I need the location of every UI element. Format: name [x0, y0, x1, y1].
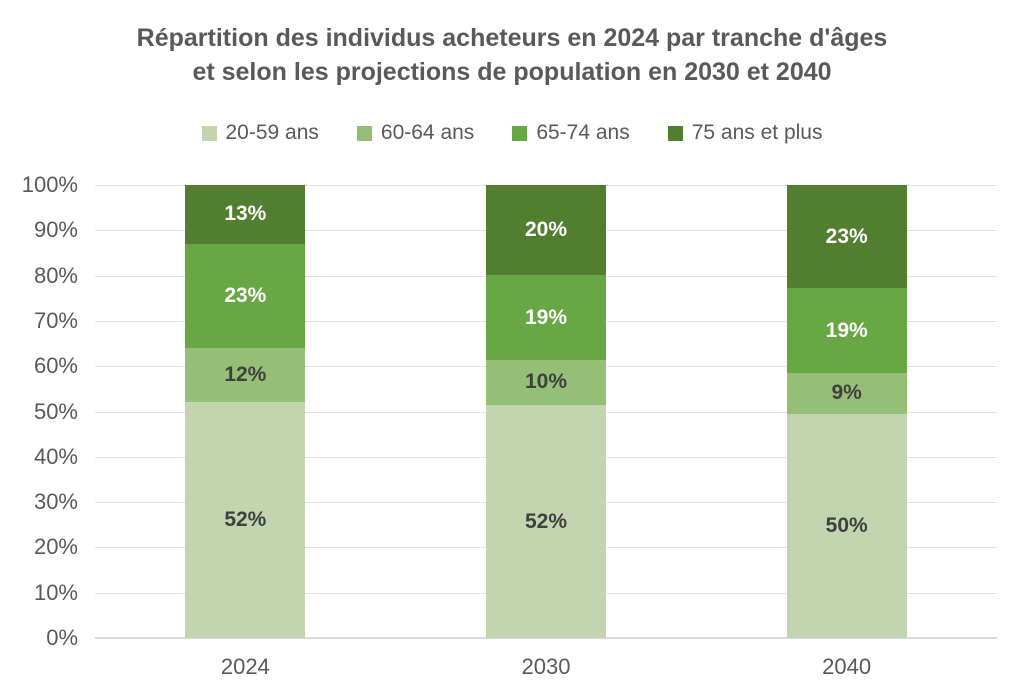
bar-segment-2024-75-ans-et-plus: 13% [185, 185, 306, 244]
bar-segment-2040-20-59-ans: 50% [786, 413, 907, 638]
segment-data-label: 52% [524, 509, 568, 533]
legend-item-1: 20-59 ans [201, 121, 319, 145]
bar-segment-2024-65-74-ans: 23% [185, 243, 306, 349]
y-tick-label: 90% [33, 217, 78, 243]
y-tick-label: 40% [33, 443, 78, 469]
segment-data-label: 13% [224, 202, 267, 225]
legend-label: 20-59 ans [225, 121, 319, 144]
segment-data-label: 50% [825, 513, 868, 537]
bar-segment-2030-20-59-ans: 52% [486, 404, 606, 638]
bar-segment-2040-60-64-ans: 9% [786, 373, 907, 414]
bar-segment-2024-20-59-ans: 52% [185, 402, 306, 638]
legend-label: 65-74 ans [536, 121, 630, 144]
legend: 20-59 ans 60-64 ans 65-74 ans 75 ans et plu… [0, 121, 1024, 145]
bar-segment-2030-60-64-ans: 10% [486, 359, 606, 405]
segment-data-label: 20% [524, 218, 568, 241]
x-tick-label-2040: 2040 [822, 654, 872, 679]
legend-swatch-icon [667, 125, 683, 141]
y-tick-label: 10% [33, 579, 78, 605]
y-tick-label: 80% [33, 262, 78, 288]
legend-label: 60-64 ans [380, 121, 475, 144]
bar-segment-2030-75-ans-et-plus: 20% [486, 185, 606, 275]
segment-data-label: 19% [524, 305, 568, 329]
bar-segment-2030-65-74-ans: 19% [486, 274, 606, 360]
chart-title: Répartition des individus acheteurs en 2… [136, 24, 888, 86]
segment-data-label: 12% [224, 363, 267, 387]
y-tick-label: 60% [33, 353, 78, 379]
legend-label: 75 ans et plus [691, 121, 823, 144]
legend-swatch-icon [512, 125, 528, 141]
legend-item-4: 75 ans et plus [667, 121, 823, 145]
segment-data-label: 19% [825, 319, 868, 343]
x-tick-label-2030: 2030 [521, 654, 571, 679]
x-axis-line [95, 637, 997, 639]
segment-data-label: 10% [524, 369, 568, 393]
segment-data-label: 23% [224, 283, 267, 307]
y-tick-label: 0% [46, 625, 78, 650]
y-tick-label: 100% [21, 172, 78, 197]
legend-item-3: 65-74 ans [512, 121, 630, 145]
segment-data-label: 52% [224, 508, 267, 532]
y-tick-label: 70% [33, 307, 78, 333]
segment-data-label: 9% [831, 381, 862, 405]
y-tick-label: 50% [33, 398, 78, 424]
legend-swatch-icon [356, 125, 372, 141]
bar-segment-2040-65-74-ans: 19% [786, 288, 907, 374]
y-tick-label: 20% [33, 534, 78, 560]
bar-segment-2024-60-64-ans: 12% [185, 348, 306, 403]
y-tick-label: 30% [33, 489, 78, 515]
legend-swatch-icon [201, 125, 217, 141]
legend-item-2: 60-64 ans [356, 121, 475, 145]
segment-data-label: 23% [825, 225, 868, 248]
bar-segment-2040-75-ans-et-plus: 23% [786, 185, 907, 289]
x-tick-label-2024: 2024 [220, 654, 270, 679]
